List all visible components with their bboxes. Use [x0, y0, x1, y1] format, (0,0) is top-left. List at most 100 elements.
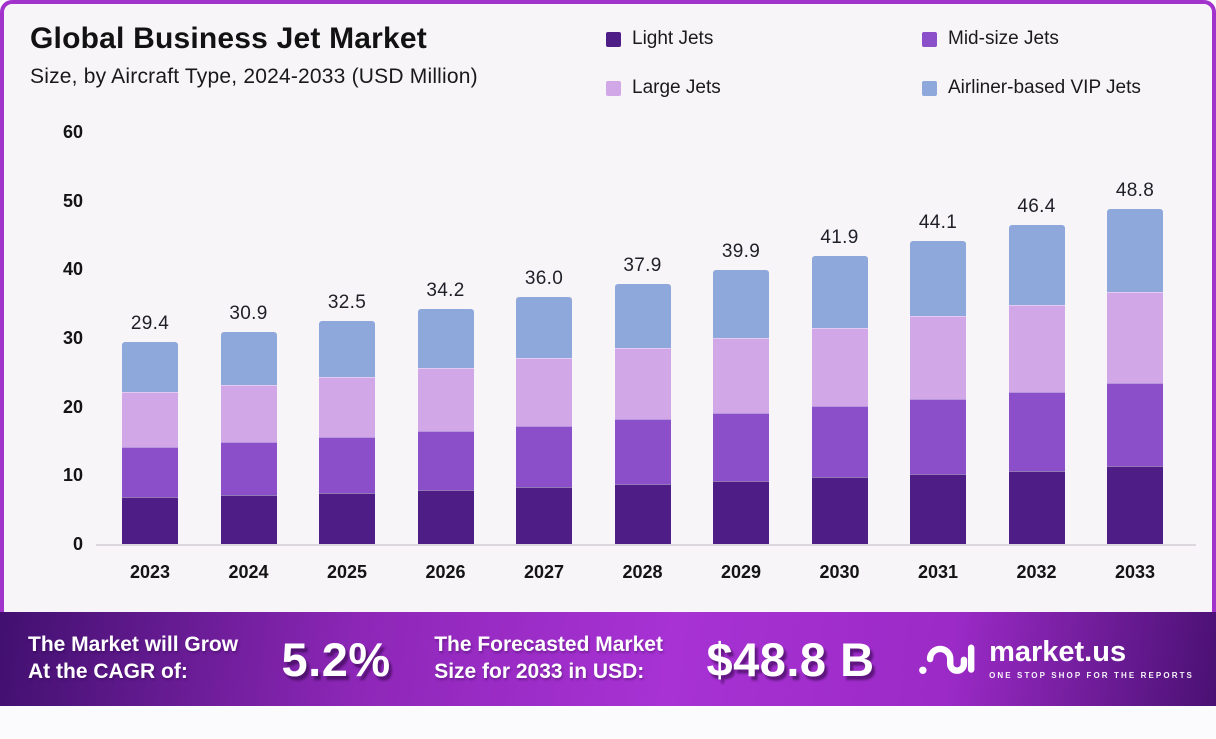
bar-2029: 39.9 [713, 241, 769, 544]
bar-stack [811, 256, 868, 544]
bar-stack [417, 309, 474, 544]
x-axis-tick-2023: 2023 [129, 562, 171, 582]
bar-2031: 44.1 [910, 212, 966, 544]
segment-light-jets [516, 487, 572, 544]
segment-light-jets [1107, 466, 1163, 544]
total-label-2024: 30.9 [229, 302, 268, 324]
legend-item-large-jets: Large Jets [606, 77, 922, 99]
x-axis-tick-2032: 2032 [1016, 562, 1057, 582]
segment-light-jets [614, 483, 671, 544]
x-axis-tick-2025: 2025 [326, 562, 368, 582]
segment-airliner-based-vip-jets [910, 241, 966, 317]
forecast-label-line2: Size for 2033 in USD: [434, 660, 645, 683]
segment-airliner-based-vip-jets [516, 296, 572, 358]
segment-airliner-based-vip-jets [1008, 225, 1065, 305]
segment-light-jets [319, 492, 375, 544]
segment-large-jets [1008, 305, 1065, 392]
bar-2023: 29.4 [122, 313, 178, 544]
bar-2026: 34.2 [417, 280, 474, 544]
segment-airliner-based-vip-jets [1107, 208, 1163, 293]
segment-airliner-based-vip-jets [220, 331, 277, 385]
segment-large-jets [614, 348, 671, 420]
segment-mid-size-jets [713, 412, 769, 481]
forecast-label-line1: The Forecasted Market [434, 633, 663, 657]
legend-item-airliner-based-vip-jets: Airliner-based VIP Jets [922, 77, 1204, 99]
segment-mid-size-jets [417, 431, 474, 490]
bar-2027: 36.0 [516, 268, 572, 544]
segment-mid-size-jets [1008, 391, 1065, 471]
segment-large-jets [122, 392, 178, 448]
segment-large-jets [319, 376, 375, 437]
segment-light-jets [220, 495, 277, 544]
chart-title: Global Business Jet Market [30, 22, 428, 55]
legend-swatch [606, 80, 621, 96]
forecast-label: The Forecasted Market Size for 2033 in U… [434, 632, 663, 686]
logo-wordmark: market.us [989, 636, 1127, 668]
bar-2028: 37.9 [614, 255, 671, 544]
cagr-label: The Market will Grow At the CAGR of: [28, 632, 238, 686]
legend-label: Mid-size Jets [948, 28, 1059, 49]
segment-light-jets [417, 489, 474, 544]
bar-stack [220, 331, 277, 544]
bar-2024: 30.9 [220, 303, 277, 544]
segment-large-jets [1107, 292, 1163, 384]
banner: The Market will Grow At the CAGR of: 5.2… [0, 612, 1216, 706]
segment-mid-size-jets [319, 436, 375, 493]
segment-large-jets [220, 384, 277, 443]
title-block: Global Business Jet Market Size, by Airc… [30, 22, 580, 99]
x-axis-tick-2026: 2026 [425, 562, 466, 582]
marketus-logo: market.us ONE STOP SHOP FOR THE REPORTS [918, 635, 1194, 683]
segment-light-jets [811, 477, 868, 544]
bar-stack [1107, 208, 1163, 544]
marketus-logo-text: market.us ONE STOP SHOP FOR THE REPORTS [989, 636, 1194, 681]
bar-stack [614, 283, 671, 544]
y-axis-tick-40: 40 [62, 259, 83, 280]
marketus-logo-icon [919, 644, 975, 674]
x-axis-tick-2027: 2027 [523, 562, 565, 582]
y-axis-tick-60: 60 [62, 122, 83, 142]
y-axis-tick-10: 10 [62, 465, 83, 486]
bar-stack [516, 296, 572, 544]
segment-light-jets [713, 480, 769, 544]
y-axis: 60 50 40 30 20 10 0 [4, 122, 83, 554]
segment-mid-size-jets [910, 398, 966, 474]
segment-mid-size-jets [1107, 383, 1163, 467]
bar-2033: 48.8 [1107, 180, 1163, 544]
segment-mid-size-jets [811, 406, 868, 478]
chart-card: Global Business Jet Market Size, by Airc… [0, 0, 1216, 612]
total-label-2033: 48.8 [1115, 179, 1155, 201]
segment-airliner-based-vip-jets [319, 320, 375, 377]
segment-mid-size-jets [516, 425, 572, 487]
legend-label: Light Jets [632, 28, 714, 49]
x-axis-tick-2033: 2033 [1114, 562, 1156, 582]
segment-light-jets [1008, 470, 1065, 544]
cagr-label-line2: At the CAGR of: [28, 660, 188, 683]
footer-strip [0, 706, 1216, 739]
segment-large-jets [910, 316, 966, 399]
bar-stack [910, 241, 966, 544]
y-axis-tick-0: 0 [72, 534, 83, 554]
segment-light-jets [122, 497, 178, 544]
bar-stack [713, 270, 769, 544]
segment-mid-size-jets [122, 447, 178, 498]
total-label-2029: 39.9 [721, 241, 761, 263]
segment-large-jets [713, 338, 769, 413]
legend-label: Airliner-based VIP Jets [948, 77, 1141, 98]
legend-swatch [606, 31, 621, 47]
bar-stack [122, 342, 178, 544]
segment-airliner-based-vip-jets [811, 256, 868, 328]
y-axis-tick-30: 30 [62, 328, 83, 348]
segment-airliner-based-vip-jets [122, 342, 178, 393]
segment-airliner-based-vip-jets [417, 309, 474, 368]
segment-large-jets [516, 357, 572, 426]
segment-large-jets [811, 327, 868, 407]
segment-mid-size-jets [614, 419, 671, 484]
segment-mid-size-jets [220, 442, 277, 496]
total-label-2023: 29.4 [130, 313, 170, 335]
bar-2032: 46.4 [1008, 196, 1065, 544]
legend-label: Large Jets [632, 77, 721, 98]
segment-large-jets [417, 367, 474, 432]
legend-swatch [922, 80, 937, 96]
cagr-label-line1: The Market will Grow [28, 633, 239, 657]
y-axis-tick-20: 20 [62, 396, 83, 417]
